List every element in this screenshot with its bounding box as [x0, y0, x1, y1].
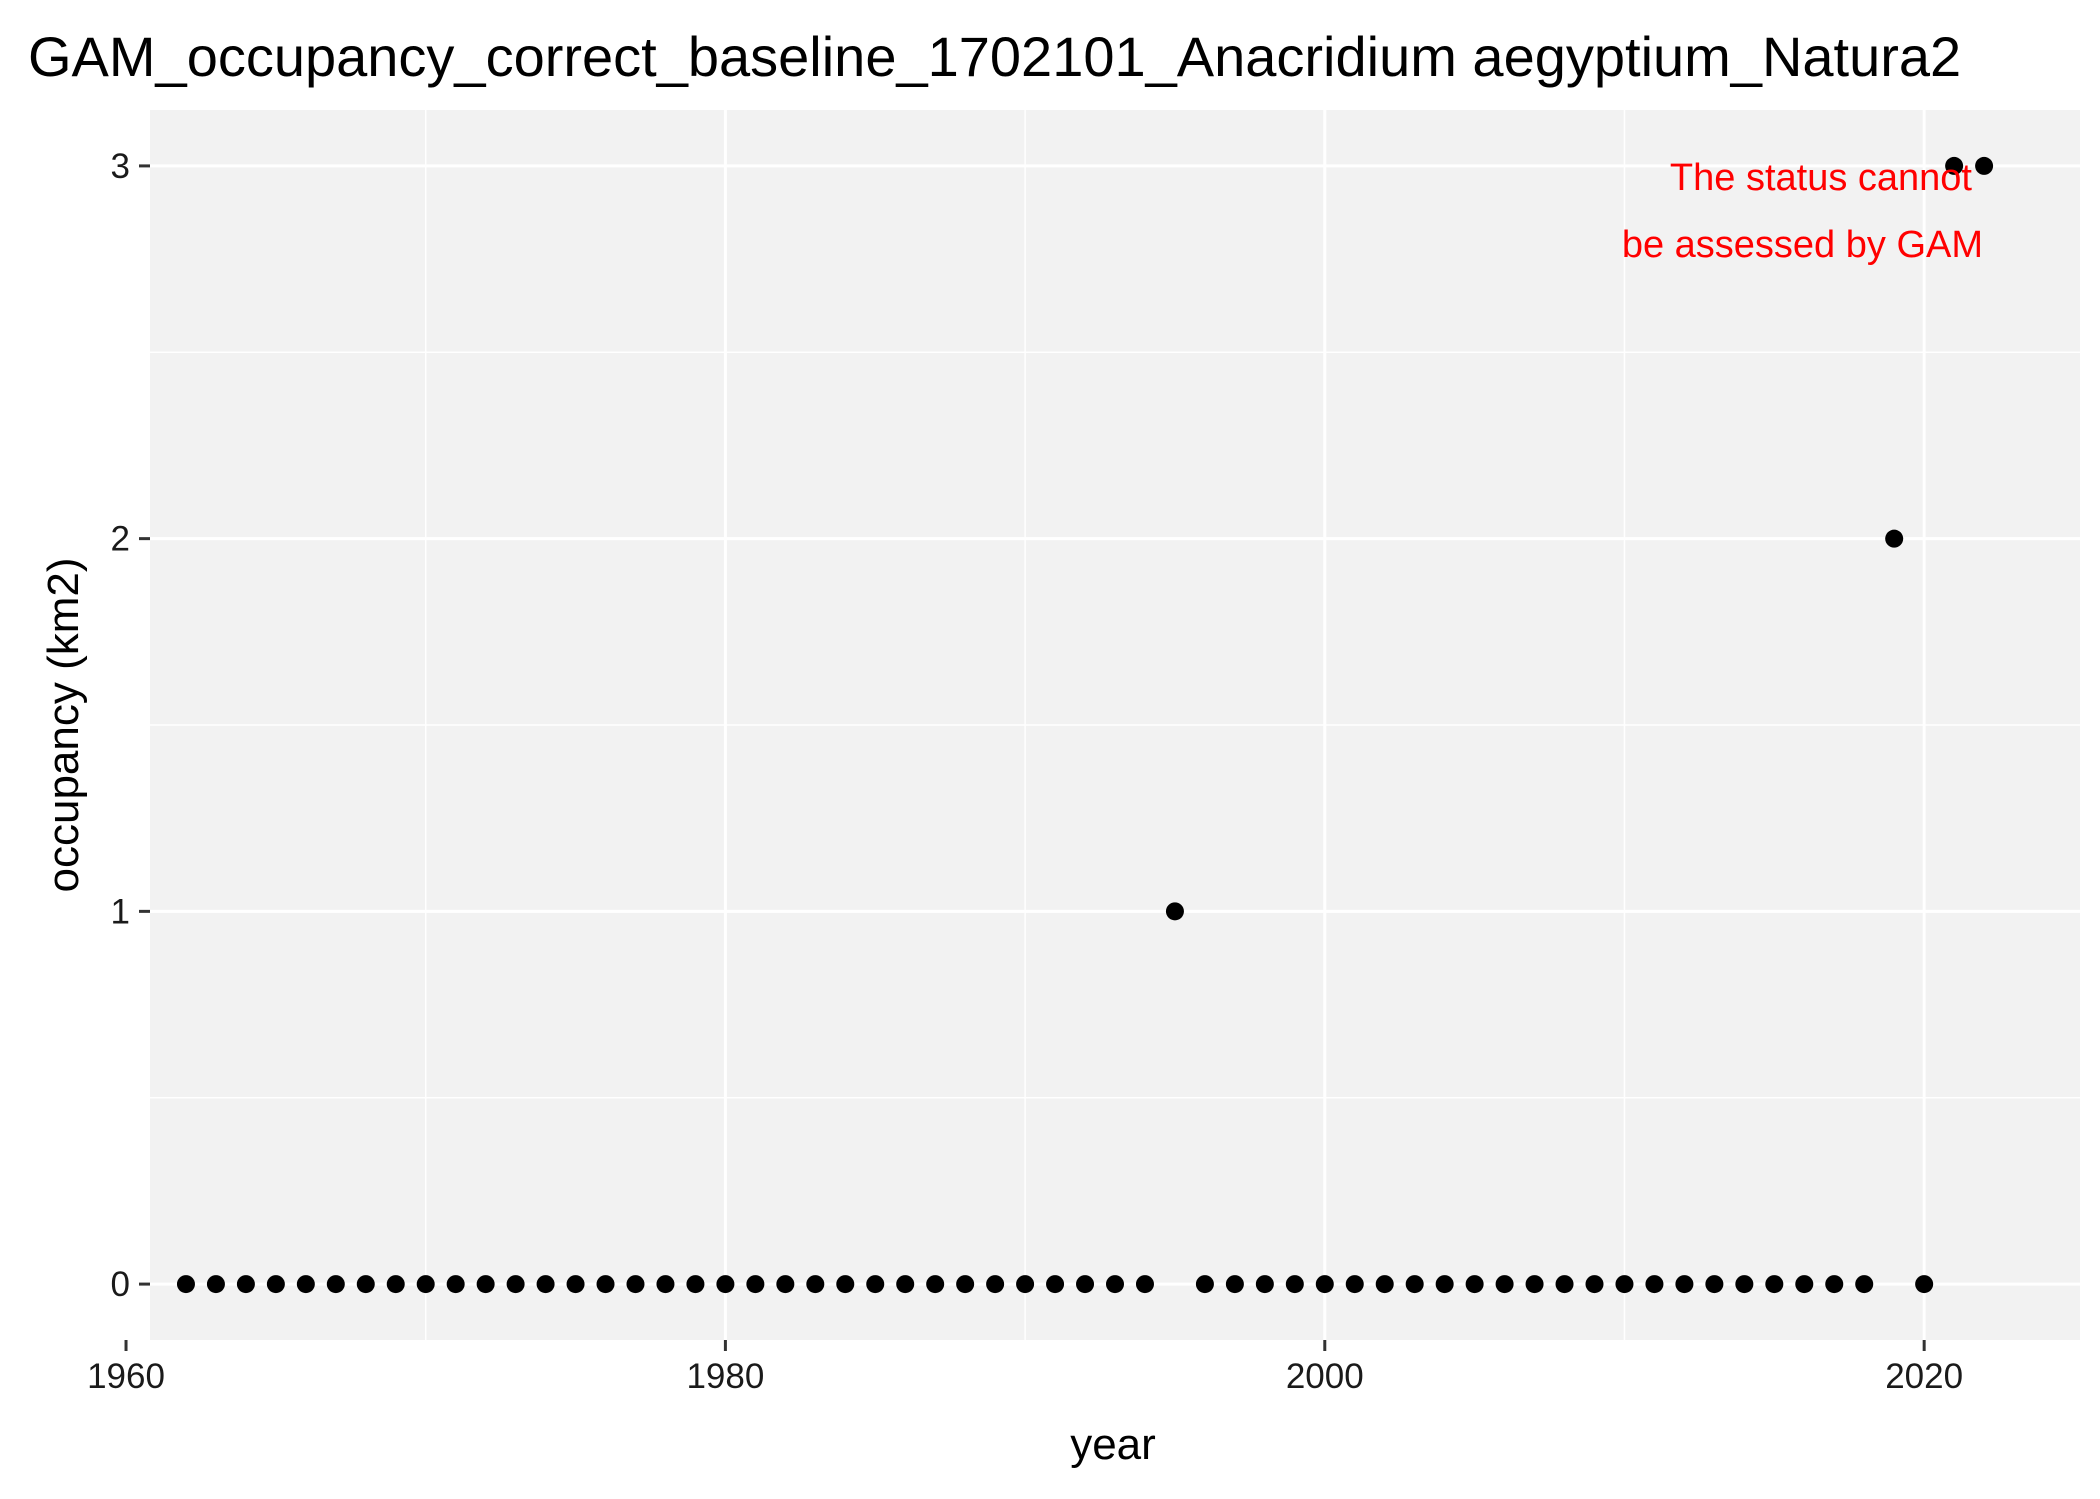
- data-point-1976: [596, 1275, 615, 1294]
- data-point-2005: [1465, 1275, 1484, 1294]
- data-point-1974: [536, 1275, 555, 1294]
- data-point-1980: [716, 1275, 735, 1294]
- data-point-1995: [1165, 902, 1184, 921]
- y-tick-label-2: 2: [111, 520, 130, 559]
- data-point-2000: [1315, 1275, 1334, 1294]
- x-tick-label-1: 1980: [686, 1357, 764, 1396]
- data-point-1997: [1225, 1275, 1244, 1294]
- data-point-1988: [956, 1275, 975, 1294]
- data-point-1993: [1106, 1275, 1124, 1294]
- data-point-2001: [1345, 1275, 1364, 1294]
- chart-title: GAM_occupancy_correct_baseline_1702101_A…: [28, 25, 1961, 88]
- data-point-1982: [776, 1275, 795, 1294]
- annotation-line-2: be assessed by GAM: [1622, 224, 1983, 266]
- data-point-2021: [1945, 156, 1964, 175]
- data-point-2002: [1375, 1275, 1394, 1294]
- data-point-1964: [236, 1275, 255, 1294]
- x-tick-label-2: 2000: [1286, 1357, 1364, 1396]
- data-point-1975: [566, 1275, 585, 1294]
- data-point-2010: [1615, 1275, 1634, 1294]
- y-axis-title: occupancy (km2): [39, 557, 88, 892]
- minor-gridlines: [150, 110, 2080, 1340]
- data-point-1970: [416, 1275, 435, 1294]
- data-point-1973: [506, 1275, 525, 1294]
- x-axis-title: year: [1070, 1420, 1156, 1469]
- major-gridlines: [124, 110, 2080, 1340]
- data-point-1992: [1076, 1275, 1095, 1294]
- x-axis: 1960 1980 2000 2020: [87, 1340, 1963, 1396]
- data-point-2019: [1885, 529, 1904, 548]
- data-point-1991: [1046, 1275, 1065, 1294]
- x-tick-label-3: 2020: [1885, 1357, 1963, 1396]
- data-point-1987: [926, 1275, 945, 1294]
- data-point-1998: [1255, 1275, 1274, 1294]
- data-point-1979: [686, 1275, 705, 1294]
- data-point-2022: [1975, 156, 1994, 175]
- data-point-2003: [1405, 1275, 1424, 1294]
- data-point-2004: [1435, 1275, 1454, 1294]
- data-point-1990: [1016, 1275, 1035, 1294]
- data-point-1971: [446, 1275, 465, 1294]
- data-point-1999: [1285, 1275, 1304, 1294]
- data-point-2013: [1705, 1275, 1724, 1294]
- data-point-2016: [1795, 1275, 1814, 1294]
- data-point-1996: [1195, 1275, 1214, 1294]
- data-point-2020: [1915, 1275, 1934, 1294]
- data-point-1962: [176, 1275, 195, 1294]
- data-point-1968: [356, 1275, 375, 1294]
- data-point-1986: [896, 1275, 915, 1294]
- y-tick-label-1: 1: [111, 892, 130, 931]
- data-point-1983: [806, 1275, 825, 1294]
- data-point-1984: [836, 1275, 855, 1294]
- data-point-1969: [386, 1275, 405, 1294]
- data-point-2014: [1735, 1275, 1754, 1294]
- data-point-2008: [1555, 1275, 1574, 1294]
- data-point-1989: [986, 1275, 1005, 1294]
- data-point-2007: [1525, 1275, 1544, 1294]
- data-point-2017: [1825, 1275, 1844, 1294]
- annotation-line-1: The status cannot: [1670, 157, 1973, 199]
- data-point-1981: [746, 1275, 765, 1294]
- data-point-1963: [206, 1275, 225, 1294]
- data-point-2011: [1645, 1275, 1664, 1294]
- data-point-1965: [266, 1275, 285, 1294]
- data-point-2009: [1585, 1275, 1604, 1294]
- data-point-2006: [1495, 1275, 1514, 1294]
- data-point-2012: [1675, 1275, 1694, 1294]
- y-tick-label-3: 3: [111, 147, 130, 186]
- x-tick-label-0: 1960: [87, 1357, 165, 1396]
- data-point-1967: [326, 1275, 345, 1294]
- data-point-2018: [1855, 1275, 1874, 1294]
- data-point-1978: [656, 1275, 675, 1294]
- data-point-1985: [866, 1275, 885, 1294]
- y-tick-label-0: 0: [111, 1265, 130, 1304]
- y-axis: 0 1 2 3: [111, 147, 150, 1304]
- data-point-1977: [626, 1275, 645, 1294]
- data-points: [176, 156, 1994, 1294]
- data-point-1994: [1135, 1275, 1154, 1294]
- data-point-1966: [296, 1275, 315, 1294]
- data-point-2015: [1765, 1275, 1784, 1294]
- data-point-1972: [476, 1275, 495, 1294]
